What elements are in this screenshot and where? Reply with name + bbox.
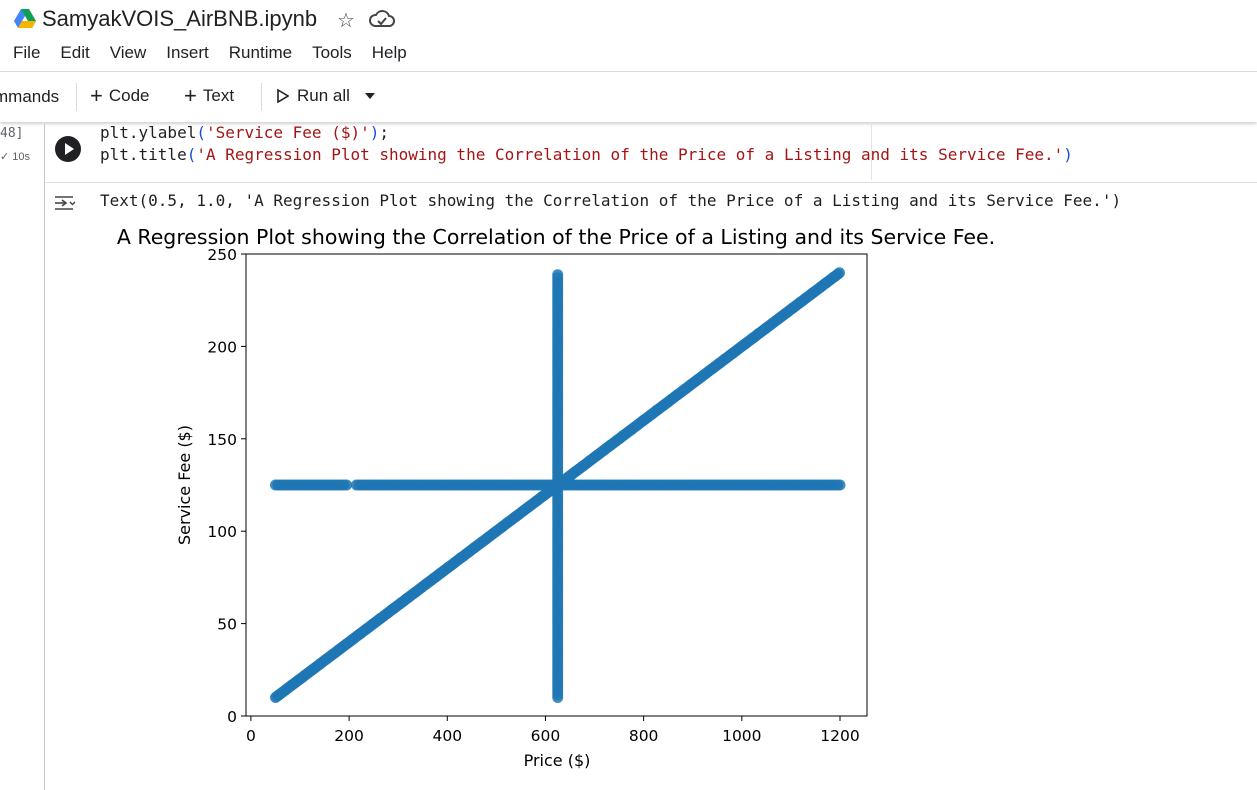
tick-label: 400 xyxy=(432,727,462,745)
output-text: Text(0.5, 1.0, 'A Regression Plot showin… xyxy=(100,191,1122,210)
chart-points xyxy=(270,267,846,703)
plot-frame xyxy=(245,253,868,717)
commands-button[interactable]: mmands xyxy=(0,87,60,106)
y-axis-label: Service Fee ($) xyxy=(175,425,194,545)
toolbar xyxy=(0,72,1257,122)
plus-icon: + xyxy=(90,83,103,108)
run-all-button[interactable]: Run all xyxy=(277,86,376,106)
play-icon xyxy=(65,143,74,155)
tick-label: 250 xyxy=(207,246,237,264)
execution-count: 48] xyxy=(0,126,24,141)
play-icon xyxy=(277,89,289,103)
tick-label: 100 xyxy=(207,523,237,541)
editor-ruler xyxy=(871,122,872,180)
tick-label: 200 xyxy=(207,338,237,356)
run-cell-button[interactable] xyxy=(55,136,81,162)
menu-tools[interactable]: Tools xyxy=(312,43,352,62)
tick-label: 800 xyxy=(629,727,659,745)
code-line: plt.ylabel('Service Fee ($)'); xyxy=(100,123,390,142)
cell-focus-line xyxy=(44,124,45,790)
menu-edit[interactable]: Edit xyxy=(60,43,90,62)
tick-label: 1000 xyxy=(722,727,761,745)
tick-label: 200 xyxy=(334,727,364,745)
google-drive-icon xyxy=(14,9,36,28)
add-text-label: Text xyxy=(202,86,235,105)
code-line: plt.title('A Regression Plot showing the… xyxy=(100,145,1073,164)
menu-file[interactable]: File xyxy=(13,43,41,62)
menu-runtime[interactable]: Runtime xyxy=(228,43,293,62)
star-icon[interactable]: ☆ xyxy=(337,10,355,32)
tick-label: 0 xyxy=(246,727,256,745)
execution-time: ✓ 10s xyxy=(0,151,31,163)
cloud-icon[interactable] xyxy=(369,10,395,28)
tick-label: 0 xyxy=(227,708,237,726)
plus-icon: + xyxy=(184,83,197,108)
scatter-point xyxy=(552,269,564,281)
tick-label: 50 xyxy=(217,616,237,634)
header-divider xyxy=(0,71,1257,72)
output-divider xyxy=(45,182,1257,183)
add-code-button[interactable]: + Code xyxy=(90,83,150,108)
run-all-label: Run all xyxy=(297,86,350,105)
code-editor[interactable]: plt.ylabel('Service Fee ($)'); plt.title… xyxy=(100,122,1073,180)
notebook-title[interactable]: SamyakVOIS_AirBNB.ipynb xyxy=(42,6,318,31)
menu-bar: File Edit View Insert Runtime Tools Help xyxy=(13,43,427,63)
scatter-point xyxy=(834,479,846,491)
chart-ticks: 0 200 400 600 800 1000 1200 0 50 100 150 200 250 xyxy=(207,246,859,745)
tick-label: 1200 xyxy=(820,727,859,745)
tick-label: 150 xyxy=(207,431,237,449)
menu-insert[interactable]: Insert xyxy=(166,43,209,62)
output-toggle-icon[interactable] xyxy=(53,193,77,213)
toolbar-separator xyxy=(261,83,262,111)
toolbar-separator xyxy=(76,83,77,111)
add-text-button[interactable]: + Text xyxy=(184,83,235,108)
scatter-point xyxy=(834,267,845,279)
tick-label: 600 xyxy=(531,727,561,745)
add-code-label: Code xyxy=(108,86,150,105)
chart-title: A Regression Plot showing the Correlatio… xyxy=(117,225,995,249)
scatter-point xyxy=(341,479,353,491)
chevron-down-icon[interactable] xyxy=(364,92,376,100)
menu-help[interactable]: Help xyxy=(371,43,407,62)
menu-view[interactable]: View xyxy=(109,43,147,62)
x-axis-label: Price ($) xyxy=(524,751,591,770)
